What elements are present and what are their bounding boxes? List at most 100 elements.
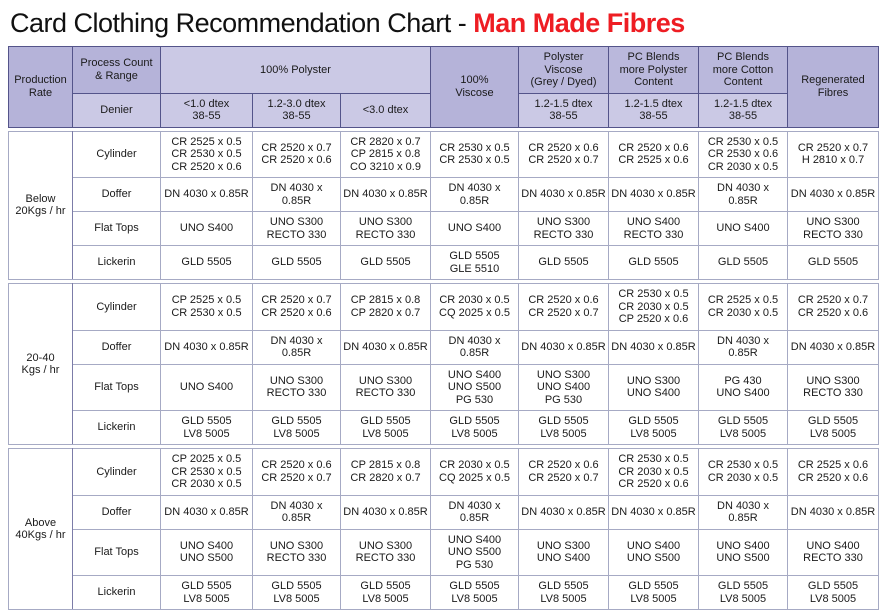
recommendation-cell: GLD 5505 LV8 5005	[340, 575, 431, 610]
recommendation-cell: DN 4030 x 0.85R	[518, 177, 609, 212]
recommendation-cell: CR 2525 x 0.6 CR 2520 x 0.6	[787, 448, 879, 496]
recommendation-cell: UNO S400 UNO S500	[608, 528, 699, 576]
process-label-cell: Doffer	[72, 329, 161, 365]
recommendation-cell: PG 430 UNO S400	[698, 363, 788, 411]
header-sub-dtex: 1.2-1.5 dtex 38-55	[698, 92, 788, 128]
recommendation-cell: CR 2520 x 0.6 CR 2525 x 0.6	[608, 130, 699, 178]
table-row: Below 20Kgs / hr Cylinder CR 2525 x 0.5 CR…	[8, 130, 879, 280]
recommendation-cell: CR 2525 x 0.5 CR 2530 x 0.5 CR 2520 x 0.…	[160, 130, 253, 178]
process-label-cell: Flat Tops	[72, 363, 161, 411]
recommendation-cell: UNO S300 RECTO 330	[252, 211, 341, 246]
recommendation-cell: UNO S300 UNO S400	[608, 363, 699, 411]
process-label-cell: Cylinder	[72, 130, 161, 178]
table-row: Flat Tops UNO S400 UNO S300 RECTO 330 UNO S…	[9, 211, 879, 246]
recommendation-cell: GLD 5505	[160, 245, 253, 280]
recommendation-cell: CP 2525 x 0.5 CR 2530 x 0.5	[160, 283, 253, 331]
recommendation-cell: UNO S400	[160, 363, 253, 411]
header-polyster-viscose: Polyster Viscose (Grey / Dyed)	[518, 46, 609, 94]
recommendation-cell: CR 2030 x 0.5 CQ 2025 x 0.5	[430, 283, 519, 331]
recommendation-cell: UNO S400 UNO S500	[160, 528, 253, 576]
recommendation-cell: GLD 5505 LV8 5005	[430, 575, 519, 610]
recommendation-cell: UNO S300 RECTO 330	[518, 211, 609, 246]
recommendation-cell: CR 2030 x 0.5 CQ 2025 x 0.5	[430, 448, 519, 496]
header-production-rate: Production Rate	[8, 46, 73, 128]
recommendation-cell: CR 2520 x 0.6 CR 2520 x 0.7	[518, 448, 609, 496]
header-row-1: Production Rate Process Count & Range 10…	[8, 46, 879, 128]
recommendation-cell: CP 2025 x 0.5 CR 2530 x 0.5 CR 2030 x 0.…	[160, 448, 253, 496]
header-row-2: Denier <1.0 dtex 38-55 1.2-3.0 dtex 38-5…	[9, 92, 879, 128]
table-row: 20-40 Kgs / hr Cylinder CP 2525 x 0.5 CR 2…	[8, 283, 879, 445]
recommendation-cell: CR 2820 x 0.7 CP 2815 x 0.8 CO 3210 x 0.…	[340, 130, 431, 178]
table-row: Lickerin GLD 5505 LV8 5005 GLD 5505 LV8 50…	[9, 410, 879, 445]
recommendation-cell: GLD 5505 LV8 5005	[160, 410, 253, 445]
process-label-cell: Doffer	[72, 177, 161, 212]
group-table-20-40: 20-40 Kgs / hr Cylinder CP 2525 x 0.5 CR 2…	[8, 283, 879, 445]
recommendation-cell: DN 4030 x 0.85R	[430, 177, 519, 212]
production-rate-cell: Above 40Kgs / hr	[8, 448, 73, 610]
table-row: Doffer DN 4030 x 0.85R DN 4030 x 0.85R DN 4…	[9, 177, 879, 212]
header-table: Production Rate Process Count & Range 10…	[8, 46, 879, 128]
recommendation-cell: CR 2520 x 0.6 CR 2520 x 0.7	[518, 130, 609, 178]
recommendation-cell: DN 4030 x 0.85R	[340, 329, 431, 365]
recommendation-cell: CR 2520 x 0.6 CR 2520 x 0.7	[518, 283, 609, 331]
table-row: Flat Tops UNO S400 UNO S500 UNO S300 RECTO…	[9, 528, 879, 576]
recommendation-cell: DN 4030 x 0.85R	[252, 494, 341, 530]
recommendation-cell: DN 4030 x 0.85R	[787, 494, 879, 530]
recommendation-cell: GLD 5505	[252, 245, 341, 280]
recommendation-cell: DN 4030 x 0.85R	[430, 329, 519, 365]
recommendation-cell: DN 4030 x 0.85R	[698, 494, 788, 530]
group-table-below-20: Below 20Kgs / hr Cylinder CR 2525 x 0.5 CR…	[8, 130, 879, 280]
table-row: Above 40Kgs / hr Cylinder CP 2025 x 0.5 CR…	[8, 448, 879, 610]
recommendation-cell: UNO S300 RECTO 330	[252, 363, 341, 411]
recommendation-cell: GLD 5505 GLE 5510	[430, 245, 519, 280]
header-pc-more-cotton: PC Blends more Cotton Content	[698, 46, 788, 94]
recommendation-cell: CR 2520 x 0.7 CR 2520 x 0.6	[787, 283, 879, 331]
header-denier: Denier	[72, 92, 161, 128]
recommendation-cell: UNO S400 UNO S500	[698, 528, 788, 576]
recommendation-cell: CR 2520 x 0.6 CR 2520 x 0.7	[252, 448, 341, 496]
header-sub-dtex: <3.0 dtex	[340, 92, 431, 128]
recommendation-cell: CR 2525 x 0.5 CR 2030 x 0.5	[698, 283, 788, 331]
recommendation-cell: DN 4030 x 0.85R	[340, 494, 431, 530]
recommendation-cell: UNO S400 RECTO 330	[787, 528, 879, 576]
process-label-cell: Cylinder	[72, 283, 161, 331]
recommendation-cell: GLD 5505 LV8 5005	[787, 575, 879, 610]
process-label-cell: Cylinder	[72, 448, 161, 496]
recommendation-cell: DN 4030 x 0.85R	[518, 494, 609, 530]
recommendation-cell: UNO S300 RECTO 330	[340, 363, 431, 411]
header-pc-more-polyster: PC Blends more Polyster Content	[608, 46, 699, 94]
recommendation-cell: DN 4030 x 0.85R	[787, 329, 879, 365]
recommendation-cell: CP 2815 x 0.8 CP 2820 x 0.7	[340, 283, 431, 331]
group-table-above-40: Above 40Kgs / hr Cylinder CP 2025 x 0.5 CR…	[8, 448, 879, 610]
recommendation-cell: DN 4030 x 0.85R	[698, 177, 788, 212]
recommendation-cell: DN 4030 x 0.85R	[608, 177, 699, 212]
header-sub-dtex: 1.2-1.5 dtex 38-55	[608, 92, 699, 128]
recommendation-cell: DN 4030 x 0.85R	[430, 494, 519, 530]
process-label-cell: Lickerin	[72, 575, 161, 610]
recommendation-cell: DN 4030 x 0.85R	[252, 177, 341, 212]
recommendation-cell: UNO S300 UNO S400 PG 530	[518, 363, 609, 411]
recommendation-cell: DN 4030 x 0.85R	[787, 177, 879, 212]
process-label-cell: Flat Tops	[72, 211, 161, 246]
process-label-cell: Flat Tops	[72, 528, 161, 576]
recommendation-cell: GLD 5505 LV8 5005	[340, 410, 431, 445]
recommendation-cell: GLD 5505 LV8 5005	[698, 410, 788, 445]
recommendation-cell: GLD 5505 LV8 5005	[160, 575, 253, 610]
recommendation-cell: UNO S300 RECTO 330	[252, 528, 341, 576]
header-sub-dtex: 1.2-1.5 dtex 38-55	[518, 92, 609, 128]
recommendation-cell: UNO S400 UNO S500 PG 530	[430, 528, 519, 576]
recommendation-cell: DN 4030 x 0.85R	[252, 329, 341, 365]
recommendation-cell: CR 2520 x 0.7 CR 2520 x 0.6	[252, 283, 341, 331]
header-sub-dtex: <1.0 dtex 38-55	[160, 92, 253, 128]
recommendation-cell: DN 4030 x 0.85R	[608, 329, 699, 365]
recommendation-cell: UNO S400	[698, 211, 788, 246]
recommendation-cell: DN 4030 x 0.85R	[518, 329, 609, 365]
recommendation-cell: CR 2530 x 0.5 CR 2530 x 0.6 CR 2030 x 0.…	[698, 130, 788, 178]
recommendation-cell: UNO S400	[430, 211, 519, 246]
recommendation-cell: UNO S300 RECTO 330	[787, 211, 879, 246]
recommendation-cell: CP 2815 x 0.8 CR 2820 x 0.7	[340, 448, 431, 496]
recommendation-cell: GLD 5505 LV8 5005	[252, 410, 341, 445]
recommendation-cell: GLD 5505 LV8 5005	[518, 575, 609, 610]
page-title: Card Clothing Recommendation Chart - Man…	[10, 8, 878, 39]
